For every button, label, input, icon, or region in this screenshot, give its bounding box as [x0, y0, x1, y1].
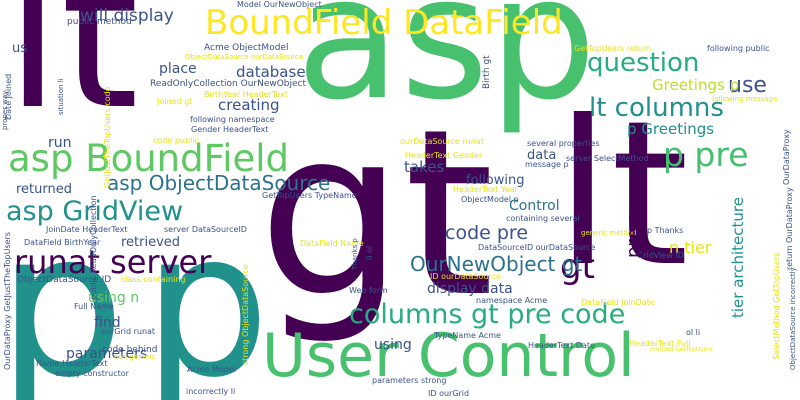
cloud-word: p pre	[663, 138, 749, 171]
cloud-word: Acme ObjectModel	[204, 44, 288, 53]
cloud-word: ObjectDataSource incorrectly	[790, 268, 797, 371]
cloud-word: public method	[67, 18, 132, 27]
cloud-word: server DataSourceID	[164, 226, 247, 234]
cloud-word: asp ObjectDataSource	[107, 173, 330, 193]
cloud-word: retrieved	[121, 236, 180, 249]
cloud-word: li ol	[366, 245, 374, 259]
cloud-word: server SelectMethod	[566, 155, 649, 163]
cloud-word: p Greetings	[627, 122, 714, 137]
cloud-word: Birth gt	[483, 55, 492, 89]
cloud-word: OurNewObject gt	[410, 254, 582, 274]
cloud-word: public ReadOnlyCollection	[90, 195, 98, 300]
cloud-word: ObjectModel p	[461, 196, 519, 204]
cloud-word: OurDataProxy GetJustTheTopUsers	[4, 232, 12, 370]
cloud-word: p Thanks	[647, 227, 683, 235]
cloud-word: DataSourceID ourDataSource	[478, 244, 595, 252]
cloud-word: several properties	[527, 140, 600, 148]
cloud-word: place	[159, 62, 197, 76]
cloud-word: returned	[16, 183, 72, 196]
cloud-word: database	[236, 65, 306, 80]
cloud-word: code public	[153, 137, 199, 145]
cloud-word: parameters strong	[372, 377, 446, 385]
cloud-word: following public	[707, 45, 770, 53]
cloud-word: Greetings p	[652, 78, 739, 93]
cloud-word: situation li	[58, 79, 65, 116]
cloud-word: following message	[712, 96, 777, 103]
cloud-word: ObjectDataSource ourDataSource	[185, 54, 303, 61]
cloud-word: DataField JoinDate	[581, 299, 655, 307]
cloud-word: containing several	[506, 215, 580, 223]
cloud-word: namespace Acme	[476, 297, 547, 305]
cloud-word: ID ourGrid	[428, 390, 469, 398]
cloud-word: JoinDate HeaderText	[46, 226, 128, 234]
cloud-word: us	[12, 42, 27, 55]
cloud-word: ourDataSource runat	[400, 138, 484, 146]
cloud-word: ReadOnlyCollection OurNewObject	[150, 80, 306, 89]
cloud-word: proper way	[2, 91, 9, 130]
cloud-word: class containing	[121, 276, 185, 284]
cloud-word: method GetTopUsers	[650, 347, 713, 353]
cloud-word: lt columns	[589, 95, 724, 121]
cloud-word: question	[587, 50, 699, 76]
cloud-word: BirthYear HeaderText	[204, 91, 288, 99]
cloud-word: non generic	[114, 354, 156, 361]
cloud-word: strong ObjectDataSource	[242, 264, 250, 365]
cloud-word: ol li	[686, 329, 700, 337]
cloud-word: GridView ID	[637, 252, 684, 260]
cloud-word: GetTopUsers TypeName	[262, 192, 357, 200]
cloud-word: GetJustTheTopUsers code	[104, 86, 112, 188]
cloud-word: runat server	[14, 246, 211, 278]
cloud-word: TypeName Acme	[434, 332, 501, 340]
cloud-word: incorrectly li	[186, 388, 235, 396]
cloud-word: SelectMethod GetTopUsers	[773, 252, 781, 359]
cloud-word: following namespace	[190, 116, 275, 124]
cloud-word: Name HeaderText	[36, 360, 107, 368]
cloud-word: takes	[404, 160, 444, 175]
cloud-word: tier architecture	[731, 197, 746, 318]
cloud-word: Thanks p	[352, 239, 359, 271]
cloud-word: message p	[525, 161, 569, 169]
cloud-word: BoundField DataField	[205, 6, 563, 40]
cloud-word: Gender HeaderText	[191, 126, 268, 134]
cloud-word: empty constructor	[55, 370, 129, 378]
cloud-word: Full Name	[74, 303, 114, 311]
cloud-word: pre p	[625, 211, 643, 258]
cloud-word: display data	[427, 282, 513, 296]
cloud-word: HeaderText Date	[528, 342, 595, 350]
cloud-word: ourGrid runat	[101, 328, 155, 336]
cloud-word: Model OurNewObject	[237, 1, 322, 9]
cloud-word: creating	[218, 98, 280, 113]
cloud-word: using	[374, 338, 412, 352]
cloud-word: run	[48, 136, 72, 150]
cloud-word: Web form	[349, 287, 388, 295]
cloud-word: Joined gt	[157, 98, 192, 106]
cloud-word: HeaderText Gender	[405, 152, 482, 160]
cloud-word: HeaderText Year	[453, 186, 518, 194]
cloud-word: code pre	[445, 224, 528, 243]
cloud-word: return OurDataProxy	[786, 187, 794, 270]
cloud-word: OurDataProxy	[783, 129, 791, 185]
cloud-word: GetTopUsers return	[574, 45, 651, 53]
cloud-word: Acme Model	[187, 366, 236, 374]
cloud-word: ID ourDataSource	[430, 273, 501, 281]
